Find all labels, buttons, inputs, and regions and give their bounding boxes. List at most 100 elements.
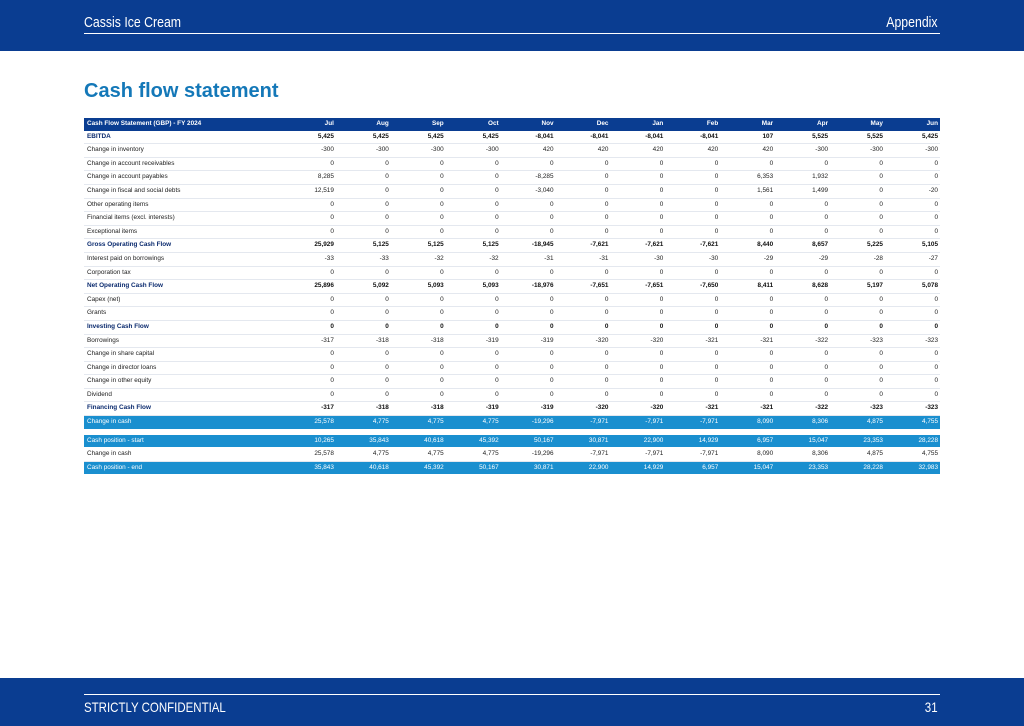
table-cell: 0 bbox=[665, 211, 721, 226]
table-cell: 0 bbox=[335, 211, 391, 226]
table-cell: 0 bbox=[830, 361, 885, 376]
table-cell: -300 bbox=[281, 143, 336, 158]
table-cell: -319 bbox=[445, 401, 501, 417]
table-cell: 0 bbox=[665, 374, 721, 389]
table-cell: 0 bbox=[665, 184, 721, 199]
table-cell: 40,618 bbox=[335, 461, 391, 476]
table-cell: 0 bbox=[445, 157, 501, 172]
table-cell: 0 bbox=[720, 157, 776, 172]
table-cell: -33 bbox=[281, 252, 336, 267]
row-label: EBITDA bbox=[84, 130, 281, 145]
table-cell: 25,578 bbox=[281, 447, 336, 462]
table-cell: 0 bbox=[665, 320, 721, 335]
table-cell: 0 bbox=[610, 198, 666, 213]
table-row: Change in cash 25,578 4,775 4,775 4,775 -19,2… bbox=[84, 415, 940, 430]
table-cell: 0 bbox=[720, 320, 776, 335]
table-cell: 0 bbox=[555, 198, 611, 213]
table-cell: 0 bbox=[335, 374, 391, 389]
table-cell: 0 bbox=[500, 198, 556, 213]
table-row: Net Operating Cash Flow 25,896 5,092 5,093 5… bbox=[84, 279, 940, 294]
table-corner-label: Cash Flow Statement (GBP) - FY 2024 bbox=[84, 118, 281, 131]
table-cell: 0 bbox=[830, 388, 885, 403]
table-cell: 4,755 bbox=[884, 415, 940, 430]
table-cell: 0 bbox=[610, 211, 666, 226]
table-cell: 0 bbox=[500, 361, 556, 376]
table-cell: 6,957 bbox=[665, 461, 721, 476]
table-cell: 0 bbox=[335, 170, 391, 185]
table-cell: 420 bbox=[665, 143, 721, 158]
table-cell: 0 bbox=[775, 347, 831, 362]
table-cell: 0 bbox=[500, 225, 556, 240]
table-row: Interest paid on borrowings -33 -33 -32 -32-… bbox=[84, 252, 940, 267]
table-cell: 0 bbox=[775, 388, 831, 403]
page-title: Cash flow statement bbox=[84, 80, 279, 102]
row-label: Exceptional items bbox=[84, 225, 281, 240]
table-cell: 0 bbox=[335, 266, 391, 281]
table-cell: 0 bbox=[665, 198, 721, 213]
table-cell: -20 bbox=[884, 184, 940, 199]
table-cell: 0 bbox=[335, 225, 391, 240]
table-cell: -8,041 bbox=[665, 130, 721, 145]
table-cell: 0 bbox=[555, 225, 611, 240]
table-cell: 0 bbox=[445, 347, 501, 362]
table-cell: 23,353 bbox=[830, 434, 885, 449]
table-cell: -8,041 bbox=[500, 130, 556, 145]
table-cell: -320 bbox=[610, 401, 666, 417]
table-cell: 0 bbox=[390, 170, 446, 185]
row-label: Gross Operating Cash Flow bbox=[84, 238, 281, 253]
table-cell: 0 bbox=[500, 388, 556, 403]
table-cell: 0 bbox=[390, 266, 446, 281]
row-label: Interest paid on borrowings bbox=[84, 252, 281, 267]
table-cell: 0 bbox=[281, 198, 336, 213]
table-cell: 0 bbox=[555, 347, 611, 362]
table-cell: 25,929 bbox=[281, 238, 336, 253]
table-cell: 5,105 bbox=[884, 238, 940, 253]
table-cell: 5,425 bbox=[445, 130, 501, 145]
table-cell: 0 bbox=[335, 198, 391, 213]
table-cell: -300 bbox=[390, 143, 446, 158]
row-label: Change in cash bbox=[84, 415, 281, 430]
table-cell: -7,971 bbox=[555, 415, 611, 430]
table-cell: -8,285 bbox=[500, 170, 556, 185]
table-cell: 0 bbox=[555, 306, 611, 321]
table-cell: 4,755 bbox=[884, 447, 940, 462]
table-cell: 0 bbox=[500, 374, 556, 389]
month-header: Sep bbox=[390, 118, 446, 131]
table-cell: 5,425 bbox=[335, 130, 391, 145]
table-cell: 0 bbox=[665, 170, 721, 185]
table-cell: 0 bbox=[335, 184, 391, 199]
table-cell: 5,093 bbox=[390, 279, 446, 294]
table-cell: 0 bbox=[610, 388, 666, 403]
table-cell: 8,657 bbox=[775, 238, 831, 253]
table-cell: -320 bbox=[555, 334, 611, 349]
table-cell: 0 bbox=[555, 293, 611, 308]
table-cell: -319 bbox=[445, 334, 501, 349]
table-cell: 0 bbox=[281, 157, 336, 172]
table-cell: 0 bbox=[555, 184, 611, 199]
table-cell: -321 bbox=[720, 401, 776, 417]
table-cell: 25,578 bbox=[281, 415, 336, 430]
table-cell: 0 bbox=[335, 347, 391, 362]
table-row: Corporation tax 0 0 0 0 0 0 0 0 0 0 0 0 bbox=[84, 266, 940, 281]
table-row: Exceptional items 0 0 0 0 0 0 0 0 0 0 0 0 bbox=[84, 225, 940, 240]
table-cell: 0 bbox=[884, 211, 940, 226]
table-cell: 0 bbox=[445, 225, 501, 240]
table-cell: -29 bbox=[775, 252, 831, 267]
table-cell: -31 bbox=[555, 252, 611, 267]
table-cell: 0 bbox=[830, 266, 885, 281]
table-cell: 5,125 bbox=[445, 238, 501, 253]
month-header: Jul bbox=[281, 118, 336, 131]
row-label: Financing Cash Flow bbox=[84, 401, 281, 417]
table-cell: 12,519 bbox=[281, 184, 336, 199]
table-cell: 0 bbox=[500, 320, 556, 335]
table-cell: 420 bbox=[500, 143, 556, 158]
table-cell: 4,875 bbox=[830, 447, 885, 462]
table-cell: 0 bbox=[720, 225, 776, 240]
table-cell: 0 bbox=[775, 293, 831, 308]
table-cell: 8,090 bbox=[720, 447, 776, 462]
table-cell: 0 bbox=[830, 170, 885, 185]
month-header: Nov bbox=[500, 118, 556, 131]
table-cell: 0 bbox=[610, 170, 666, 185]
row-label: Grants bbox=[84, 306, 281, 321]
row-label: Change in account receivables bbox=[84, 157, 281, 172]
